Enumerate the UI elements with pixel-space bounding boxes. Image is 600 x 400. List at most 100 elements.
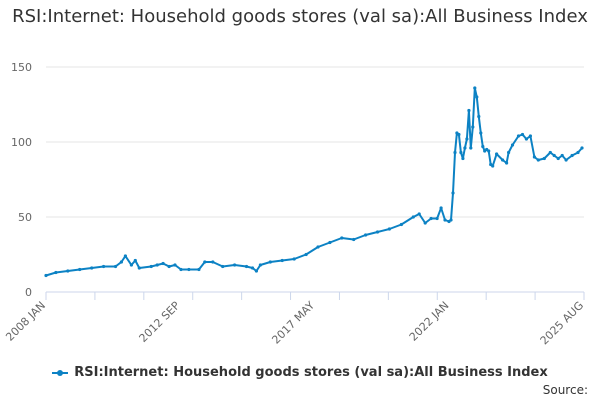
- data-point: [457, 132, 461, 137]
- data-point: [479, 131, 483, 135]
- data-point: [375, 230, 380, 234]
- data-point: [524, 137, 529, 141]
- data-point: [66, 269, 70, 273]
- data-point: [465, 137, 469, 141]
- data-point: [179, 267, 183, 272]
- data-point: [54, 270, 58, 275]
- x-tick-label: 2022 JAN: [407, 299, 452, 344]
- data-point: [221, 264, 225, 269]
- data-point: [542, 156, 546, 161]
- data-point: [495, 152, 499, 156]
- data-point: [564, 158, 568, 162]
- data-point: [469, 146, 473, 150]
- data-point: [487, 149, 491, 153]
- data-point: [90, 266, 94, 270]
- data-point: [552, 153, 556, 158]
- data-point: [113, 264, 118, 269]
- series-layer: [44, 86, 584, 278]
- data-point: [44, 273, 48, 278]
- data-point: [532, 155, 537, 159]
- x-tick-label: 2025 AUG: [538, 299, 587, 348]
- data-point: [268, 260, 272, 264]
- data-point: [423, 221, 427, 225]
- data-point: [258, 263, 262, 267]
- x-tick-label: 2017 MAY: [269, 299, 317, 347]
- data-point: [505, 161, 509, 165]
- y-tick-label: 100: [11, 136, 32, 149]
- data-point: [435, 216, 439, 221]
- data-point: [340, 236, 344, 240]
- data-point: [473, 86, 477, 90]
- data-point: [528, 134, 533, 138]
- data-point: [316, 245, 320, 249]
- data-point: [250, 266, 255, 270]
- data-point: [411, 215, 415, 219]
- data-point: [254, 269, 258, 273]
- data-point: [211, 260, 215, 264]
- y-tick-label: 50: [18, 211, 32, 224]
- y-tick-label: 0: [25, 286, 32, 299]
- data-point: [187, 267, 191, 272]
- data-point: [463, 146, 467, 150]
- data-point: [576, 150, 580, 155]
- data-point: [203, 260, 207, 264]
- data-point: [233, 263, 237, 267]
- data-point: [102, 264, 106, 269]
- data-point: [516, 134, 521, 138]
- y-tick-label: 150: [11, 61, 32, 74]
- data-point: [173, 263, 177, 267]
- data-point: [449, 218, 453, 222]
- data-point: [167, 264, 171, 269]
- data-point: [137, 266, 141, 270]
- data-point: [481, 144, 485, 149]
- data-point: [580, 146, 584, 150]
- data-point: [556, 156, 560, 161]
- data-point: [280, 258, 284, 263]
- data-point: [304, 252, 308, 257]
- data-point: [364, 233, 368, 237]
- grid-lines: [46, 66, 584, 218]
- legend[interactable]: RSI:Internet: Household goods stores (va…: [0, 365, 600, 380]
- legend-label: RSI:Internet: Household goods stores (va…: [74, 365, 548, 380]
- data-point: [459, 150, 463, 155]
- data-point: [399, 222, 403, 227]
- data-point: [560, 153, 564, 158]
- data-point: [477, 114, 481, 119]
- data-point: [443, 218, 447, 222]
- data-point: [467, 108, 471, 113]
- legend-line-marker-icon: [52, 368, 69, 378]
- series-line: [45, 87, 583, 277]
- data-point: [155, 263, 159, 267]
- data-point: [149, 264, 153, 269]
- data-point: [570, 153, 574, 158]
- source-label: Source:: [542, 383, 588, 397]
- x-tick-label: 2008 JAN: [3, 299, 48, 344]
- data-point: [507, 150, 511, 155]
- data-point: [471, 125, 475, 129]
- data-point: [451, 191, 455, 195]
- data-point: [510, 143, 515, 147]
- data-point: [328, 240, 332, 245]
- data-point: [119, 260, 123, 264]
- data-point: [129, 263, 133, 267]
- data-point: [78, 267, 82, 272]
- chart-title: RSI:Internet: Household goods stores (va…: [12, 6, 588, 27]
- data-point: [123, 254, 127, 258]
- data-point: [453, 150, 457, 155]
- data-point: [475, 95, 479, 99]
- data-point: [439, 206, 443, 210]
- axes: 0 50 100 150 2008 JAN 2012 SEP 2017 MAY 2022 JA…: [3, 61, 586, 347]
- data-point: [292, 257, 296, 261]
- data-point: [352, 237, 356, 242]
- data-point: [161, 261, 165, 266]
- data-point: [461, 156, 465, 161]
- data-point: [536, 158, 540, 162]
- data-point: [501, 158, 505, 162]
- data-point: [429, 216, 433, 221]
- data-point: [133, 258, 137, 263]
- data-point: [417, 212, 421, 216]
- x-tick-label: 2012 SEP: [137, 299, 183, 345]
- data-point: [491, 164, 495, 168]
- data-point: [520, 132, 525, 137]
